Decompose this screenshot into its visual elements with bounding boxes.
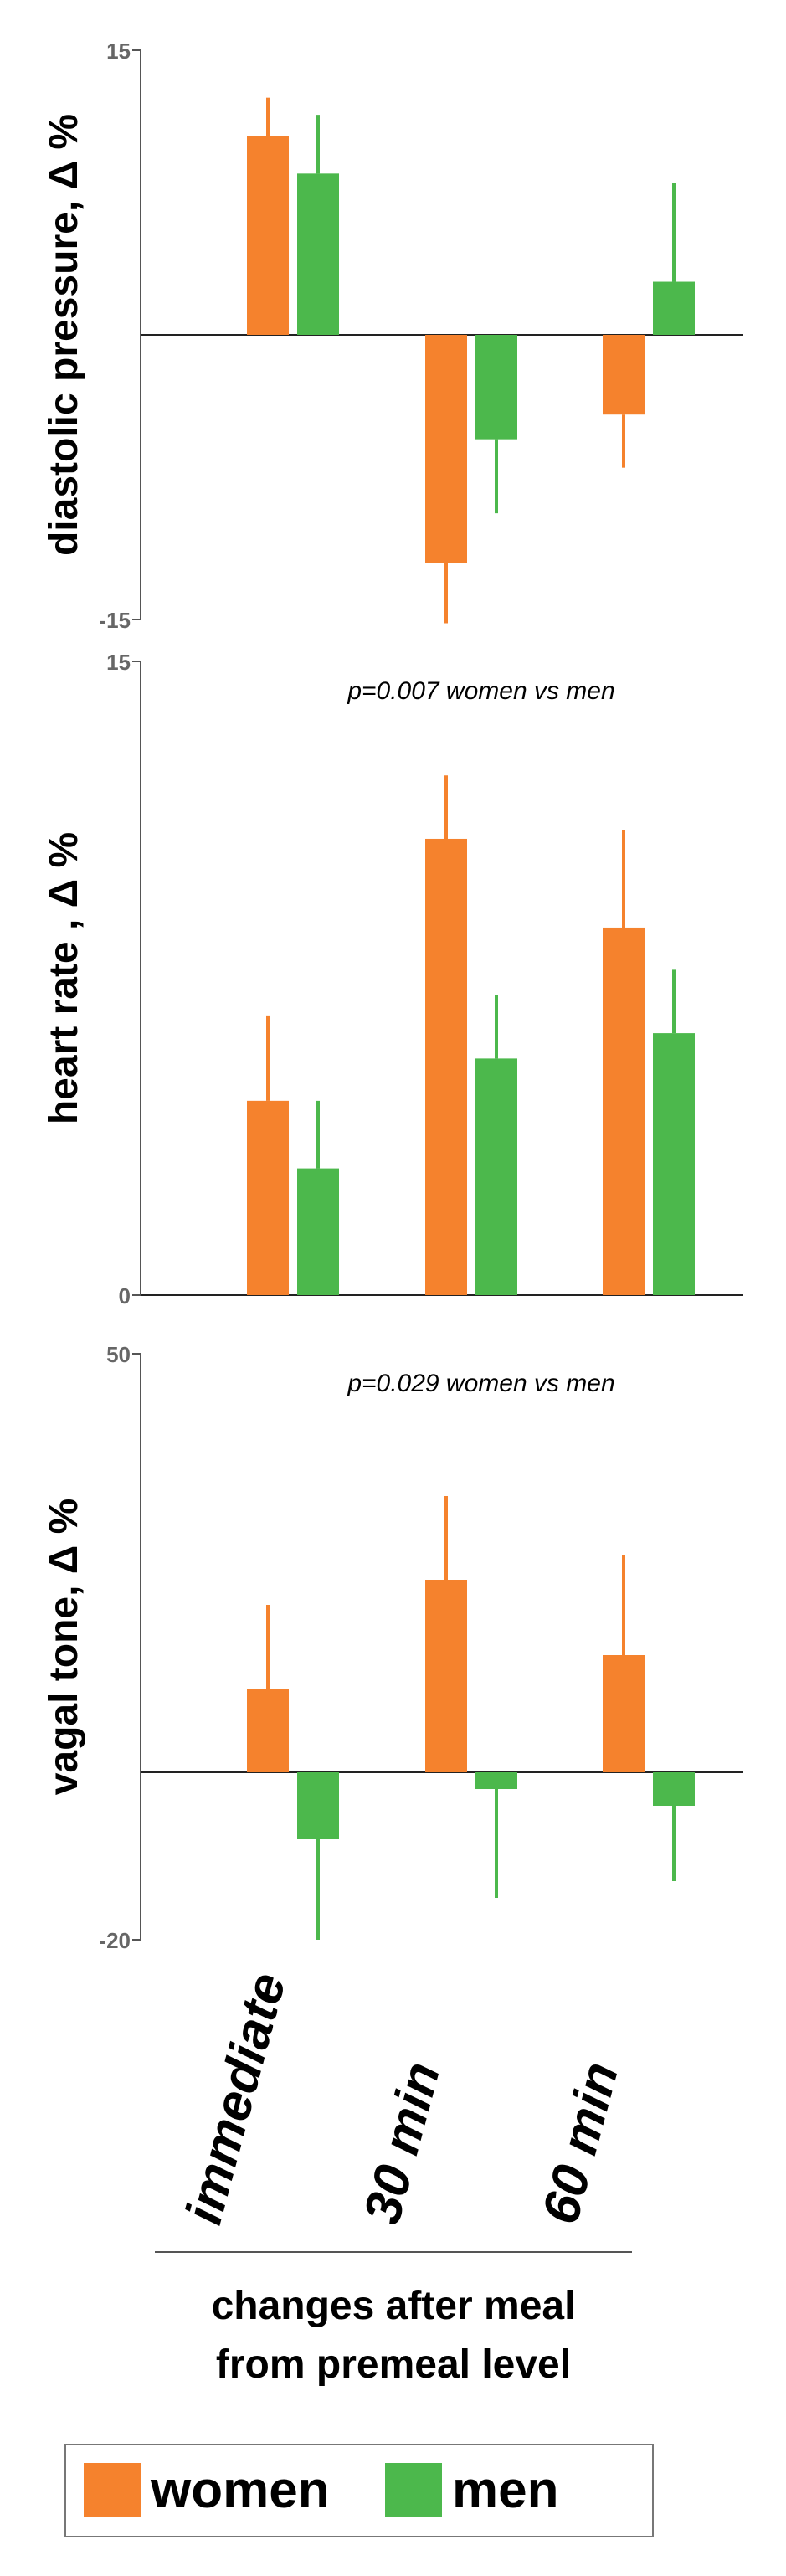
bar-men-0	[297, 1168, 339, 1295]
bar-women-0	[247, 1689, 289, 1772]
legend-label-women: women	[150, 2461, 330, 2519]
bar-women-2	[603, 927, 645, 1295]
x-category-label: 60 min	[532, 2056, 629, 2230]
annotation: p=0.007 women vs men	[347, 677, 614, 705]
chart-panel-3: 50 -20 vagal tone, Δ % p=0.029 women vs men	[42, 1342, 743, 1953]
bar-women-1	[425, 335, 467, 563]
legend-swatch-women	[84, 2463, 141, 2517]
bar-men-0	[297, 173, 339, 335]
bar-men-1	[475, 1058, 517, 1295]
bar-men-2	[653, 281, 695, 335]
x-category-label: immediate	[175, 1967, 297, 2230]
y-tick-label-bottom: 0	[119, 1283, 131, 1309]
bar-women-2	[603, 1655, 645, 1772]
y-tick-label-top: 15	[106, 39, 131, 64]
legend-label-men: men	[452, 2461, 558, 2519]
bar-women-0	[247, 1100, 289, 1295]
y-tick-label-top: 15	[106, 650, 131, 675]
bar-women-1	[425, 1580, 467, 1772]
y-tick-label-bottom: -15	[99, 608, 131, 633]
bar-women-1	[425, 838, 467, 1295]
legend-box	[64, 2444, 654, 2537]
chart-panel-1: 15 -15 diastolic pressure, Δ %	[42, 39, 743, 633]
y-axis-title: diastolic pressure, Δ %	[42, 114, 86, 556]
bar-women-0	[247, 136, 289, 335]
y-axis-title: heart rate , Δ %	[42, 832, 86, 1124]
legend: women men	[64, 2444, 654, 2537]
bar-men-1	[475, 335, 517, 440]
bar-men-2	[653, 1033, 695, 1295]
y-axis-title: vagal tone, Δ %	[42, 1499, 86, 1796]
y-tick-label-bottom: -20	[99, 1928, 131, 1953]
x-axis-title-line-2: from premeal level	[216, 2342, 571, 2387]
chart-panel-2: 15 0 heart rate , Δ % p=0.007 women vs men	[42, 650, 743, 1309]
bar-men-0	[297, 1772, 339, 1839]
bar-men-1	[475, 1772, 517, 1789]
legend-swatch-men	[385, 2463, 442, 2517]
x-axis-title-line-1: changes after meal	[212, 2284, 576, 2328]
bar-women-2	[603, 335, 645, 415]
bar-men-2	[653, 1772, 695, 1806]
y-tick-label-top: 50	[106, 1342, 131, 1367]
annotation: p=0.029 women vs men	[347, 1370, 614, 1397]
x-category-label: 30 min	[353, 2056, 451, 2230]
